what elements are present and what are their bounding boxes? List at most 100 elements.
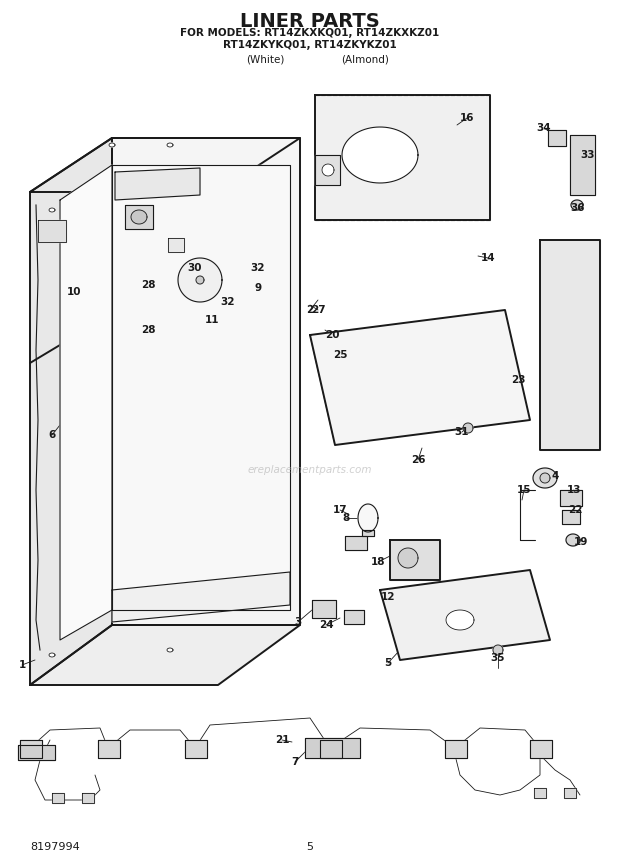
Text: 25: 25 — [333, 350, 347, 360]
Text: 30: 30 — [188, 263, 202, 273]
Polygon shape — [305, 738, 360, 758]
Text: 22: 22 — [568, 505, 582, 515]
Text: (Almond): (Almond) — [341, 54, 389, 64]
Polygon shape — [178, 258, 222, 302]
Polygon shape — [315, 95, 490, 220]
Polygon shape — [534, 788, 546, 798]
Text: LINER PARTS: LINER PARTS — [240, 12, 380, 31]
Polygon shape — [493, 645, 503, 655]
Polygon shape — [571, 200, 583, 210]
Polygon shape — [548, 130, 566, 146]
Polygon shape — [167, 143, 173, 147]
Text: 2: 2 — [306, 305, 314, 315]
Text: 34: 34 — [537, 123, 551, 133]
Polygon shape — [20, 740, 42, 758]
Text: ereplacementparts.com: ereplacementparts.com — [248, 465, 372, 475]
Polygon shape — [38, 220, 66, 242]
Polygon shape — [463, 423, 473, 433]
Polygon shape — [49, 208, 55, 212]
Polygon shape — [30, 138, 112, 685]
Polygon shape — [344, 610, 364, 624]
Text: 6: 6 — [48, 430, 56, 440]
Text: 21: 21 — [275, 735, 290, 745]
Polygon shape — [125, 205, 153, 229]
Polygon shape — [49, 653, 55, 657]
Text: 27: 27 — [311, 305, 326, 315]
Text: 28: 28 — [141, 280, 155, 290]
Text: FOR MODELS: RT14ZKXKQ01, RT14ZKXKZ01: FOR MODELS: RT14ZKXKQ01, RT14ZKXKZ01 — [180, 28, 440, 38]
Polygon shape — [533, 468, 557, 488]
Text: 35: 35 — [491, 653, 505, 663]
Text: 32: 32 — [250, 263, 265, 273]
Polygon shape — [185, 740, 207, 758]
Polygon shape — [562, 510, 580, 524]
Polygon shape — [342, 127, 418, 183]
Text: 15: 15 — [516, 485, 531, 495]
Text: 11: 11 — [205, 315, 219, 325]
Polygon shape — [310, 310, 530, 445]
Text: 12: 12 — [381, 592, 396, 602]
Polygon shape — [446, 610, 474, 630]
Polygon shape — [445, 740, 467, 758]
Polygon shape — [564, 788, 576, 798]
Text: 31: 31 — [454, 427, 469, 437]
Text: 16: 16 — [460, 113, 474, 123]
Polygon shape — [566, 534, 580, 546]
Text: 18: 18 — [371, 557, 385, 567]
Polygon shape — [115, 168, 200, 200]
Text: RT14ZKYKQ01, RT14ZKYKZ01: RT14ZKYKQ01, RT14ZKYKZ01 — [223, 40, 397, 50]
Polygon shape — [30, 138, 300, 192]
Polygon shape — [131, 210, 147, 224]
Polygon shape — [52, 793, 64, 803]
Polygon shape — [60, 165, 112, 640]
Text: 14: 14 — [480, 253, 495, 263]
Polygon shape — [345, 536, 367, 550]
Polygon shape — [540, 473, 550, 483]
Text: 8: 8 — [342, 513, 350, 523]
Polygon shape — [30, 625, 300, 685]
Polygon shape — [570, 135, 595, 195]
Text: 10: 10 — [67, 287, 81, 297]
Polygon shape — [167, 648, 173, 652]
Polygon shape — [109, 143, 115, 147]
Text: 5: 5 — [306, 842, 314, 852]
Text: 9: 9 — [254, 283, 262, 293]
Text: 19: 19 — [574, 537, 588, 547]
Text: 26: 26 — [410, 455, 425, 465]
Polygon shape — [358, 504, 378, 532]
Polygon shape — [312, 600, 336, 618]
Polygon shape — [112, 165, 290, 610]
Polygon shape — [315, 155, 340, 185]
Text: 3: 3 — [294, 617, 301, 627]
Polygon shape — [320, 740, 342, 758]
Text: 23: 23 — [511, 375, 525, 385]
Polygon shape — [540, 240, 600, 450]
Polygon shape — [560, 490, 582, 506]
Text: 8197994: 8197994 — [30, 842, 80, 852]
Text: 20: 20 — [325, 330, 339, 340]
Polygon shape — [18, 745, 55, 760]
Text: 32: 32 — [221, 297, 235, 307]
Text: 24: 24 — [319, 620, 334, 630]
Text: 36: 36 — [571, 203, 585, 213]
Text: 7: 7 — [291, 757, 299, 767]
Text: (White): (White) — [246, 54, 284, 64]
Text: 33: 33 — [581, 150, 595, 160]
Text: 13: 13 — [567, 485, 582, 495]
Text: 4: 4 — [551, 471, 559, 481]
Polygon shape — [380, 570, 550, 660]
Polygon shape — [168, 238, 184, 252]
Polygon shape — [530, 740, 552, 758]
Text: 5: 5 — [384, 658, 392, 668]
Polygon shape — [112, 138, 300, 625]
Polygon shape — [362, 530, 374, 536]
Polygon shape — [98, 740, 120, 758]
Polygon shape — [112, 572, 290, 622]
Text: 28: 28 — [141, 325, 155, 335]
Text: 17: 17 — [333, 505, 347, 515]
Polygon shape — [196, 276, 204, 284]
Polygon shape — [390, 540, 440, 580]
Text: 1: 1 — [19, 660, 25, 670]
Polygon shape — [322, 164, 334, 176]
Polygon shape — [82, 793, 94, 803]
